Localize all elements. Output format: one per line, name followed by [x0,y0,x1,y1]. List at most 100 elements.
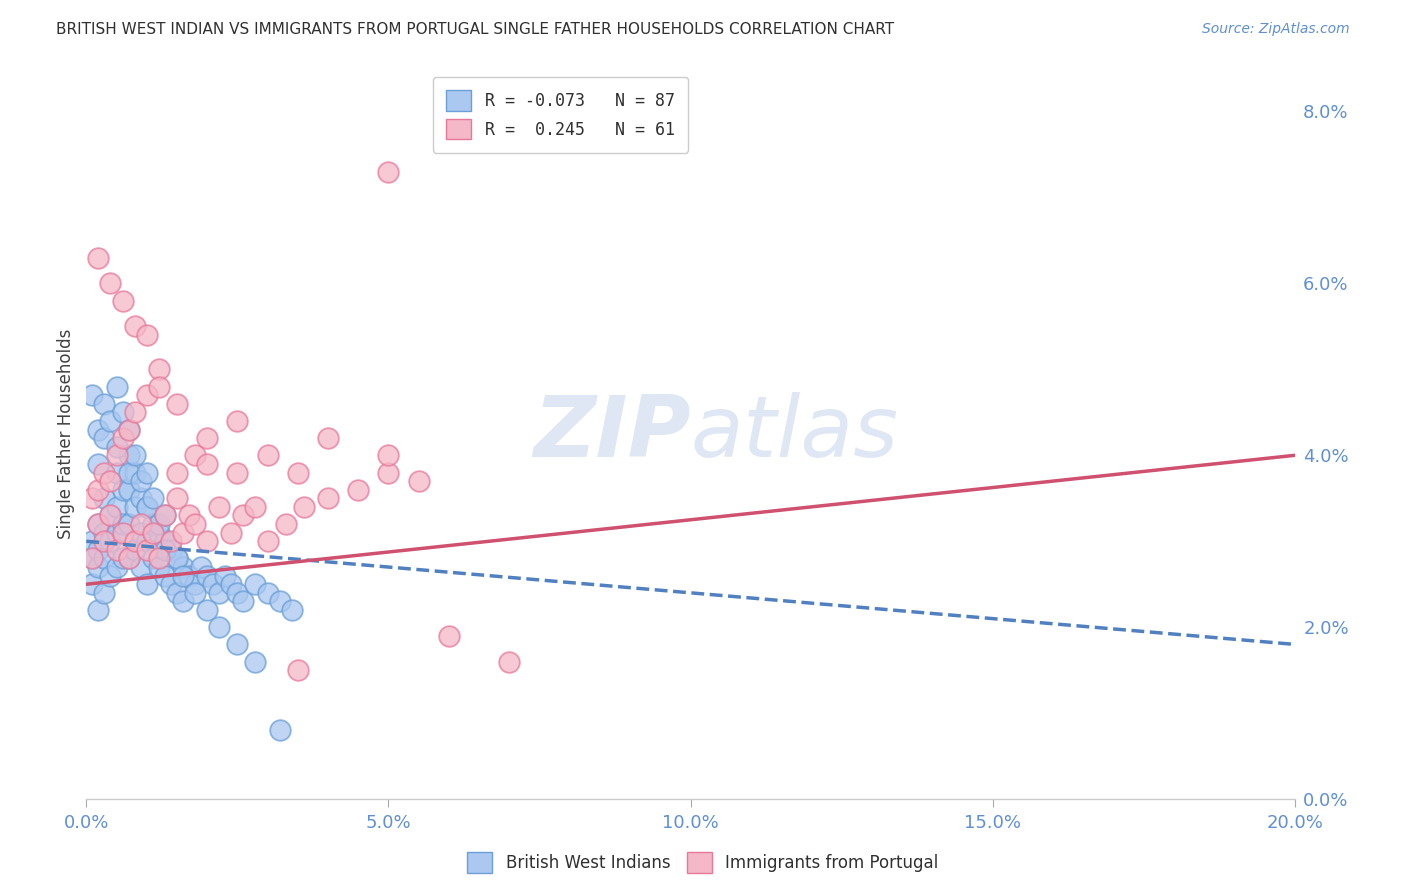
Point [166,551,188,566]
Point [208,620,231,634]
Point [377,164,399,178]
Point [135,542,157,557]
Point [105,379,128,393]
Point [256,534,278,549]
Point [256,448,278,462]
Point [166,491,188,506]
Point [166,586,188,600]
Point [166,466,188,480]
Point [135,500,157,514]
Point [245,577,267,591]
Point [226,466,249,480]
Point [124,319,146,334]
Point [117,551,139,566]
Point [100,414,122,428]
Point [87,517,110,532]
Point [153,508,176,523]
Point [111,483,134,497]
Point [87,423,110,437]
Point [82,577,104,591]
Point [124,500,146,514]
Point [221,577,243,591]
Point [111,525,134,540]
Point [87,251,110,265]
Point [153,508,176,523]
Point [111,293,134,308]
Point [274,517,297,532]
Point [105,500,128,514]
Point [160,542,183,557]
Point [195,457,218,471]
Point [153,542,176,557]
Point [135,466,157,480]
Point [208,500,231,514]
Point [148,379,170,393]
Point [105,542,128,557]
Point [105,440,128,454]
Point [316,431,339,445]
Point [184,517,207,532]
Point [437,629,460,643]
Text: ZIP: ZIP [533,392,690,475]
Text: BRITISH WEST INDIAN VS IMMIGRANTS FROM PORTUGAL SINGLE FATHER HOUSEHOLDS CORRELA: BRITISH WEST INDIAN VS IMMIGRANTS FROM P… [56,22,894,37]
Point [153,568,176,582]
Point [287,663,309,677]
Point [148,551,170,566]
Point [124,448,146,462]
Point [202,577,225,591]
Point [166,397,188,411]
Y-axis label: Single Father Households: Single Father Households [58,328,75,539]
Point [316,491,339,506]
Point [232,508,254,523]
Point [82,388,104,402]
Point [214,568,236,582]
Text: Source: ZipAtlas.com: Source: ZipAtlas.com [1202,22,1350,37]
Point [287,466,309,480]
Point [87,457,110,471]
Point [142,525,165,540]
Point [172,594,194,608]
Point [82,551,104,566]
Point [166,551,188,566]
Point [111,405,134,419]
Point [269,723,291,738]
Point [377,448,399,462]
Point [226,586,249,600]
Point [129,525,152,540]
Point [153,534,176,549]
Point [100,534,122,549]
Point [117,423,139,437]
Point [111,551,134,566]
Point [82,551,104,566]
Point [160,534,183,549]
Point [93,586,115,600]
Point [135,500,157,514]
Point [269,594,291,608]
Point [142,551,165,566]
Point [93,491,115,506]
Point [172,525,194,540]
Point [93,397,115,411]
Point [195,603,218,617]
Point [195,568,218,582]
Point [172,568,194,582]
Text: atlas: atlas [690,392,898,475]
Point [135,328,157,343]
Point [281,603,304,617]
Point [135,388,157,402]
Point [100,474,122,488]
Point [184,577,207,591]
Point [177,508,200,523]
Point [100,508,122,523]
Point [93,466,115,480]
Point [87,542,110,557]
Point [117,483,139,497]
Point [142,517,165,532]
Point [160,577,183,591]
Point [111,517,134,532]
Point [87,517,110,532]
Point [129,517,152,532]
Point [93,525,115,540]
Point [100,568,122,582]
Point [129,491,152,506]
